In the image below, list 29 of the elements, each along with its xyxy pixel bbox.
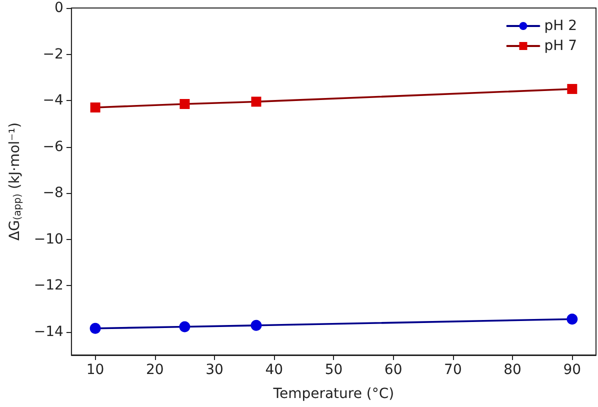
x-tick-label: 60 (384, 362, 402, 378)
x-tick-label: 90 (563, 362, 582, 378)
y-tick-label: −6 (42, 138, 64, 155)
legend-label: pH 2 (544, 18, 578, 34)
y-tick-label: −12 (34, 278, 64, 294)
y-axis-title: ΔG(app) (kJ·mol⁻¹) (7, 122, 24, 241)
x-tick-label: 10 (86, 362, 104, 378)
point (90, 102, 100, 112)
y-tick-label: −14 (34, 324, 64, 340)
x-tick-label: 80 (504, 362, 522, 378)
y-tick-label: −8 (42, 185, 64, 202)
x-tick-label: 30 (206, 362, 224, 378)
x-tick-label: 50 (324, 362, 343, 378)
x-tick-label: 20 (146, 362, 164, 378)
x-axis-title: Temperature (°C) (272, 386, 394, 402)
point (250, 320, 262, 331)
point (567, 84, 578, 94)
point (180, 99, 190, 110)
point (90, 322, 101, 334)
legend-label: pH 7 (544, 38, 578, 54)
y-tick-label: 0 (54, 0, 64, 16)
x-tick-label: 70 (444, 362, 462, 378)
point (179, 321, 190, 332)
point (566, 314, 578, 325)
point (251, 96, 262, 107)
y-tick-label: −4 (42, 92, 64, 109)
y-tick-label: −10 (34, 231, 64, 248)
x-tick-label: 40 (265, 362, 284, 378)
y-tick-label: −2 (42, 46, 64, 62)
